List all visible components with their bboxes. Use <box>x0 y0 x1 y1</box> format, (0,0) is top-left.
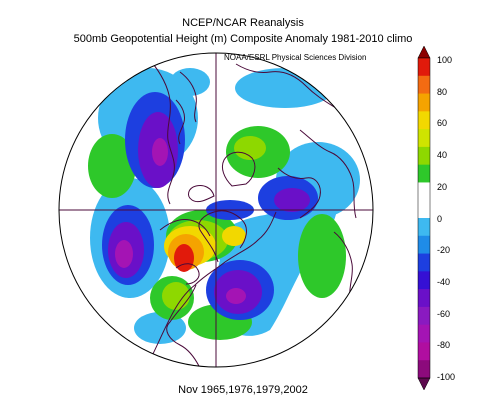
colorbar-outline <box>417 57 431 379</box>
anomaly-contour <box>298 214 346 298</box>
colorbar-label: -100 <box>437 372 456 382</box>
colorbar-label: 20 <box>437 181 448 192</box>
colorbar-label: -60 <box>437 308 451 319</box>
colorbar-swatch <box>418 164 430 183</box>
anomaly-contour <box>115 240 133 268</box>
coastline <box>175 263 200 285</box>
anomaly-contour <box>152 138 168 166</box>
coastline <box>166 284 201 367</box>
anomaly-contour <box>234 136 266 160</box>
coastline <box>188 185 215 203</box>
coastline <box>333 231 353 301</box>
coastline <box>299 129 357 219</box>
chart-subtitle: 500mb Geopotential Height (m) Composite … <box>73 33 413 45</box>
colorbar-label: -20 <box>437 245 451 256</box>
colorbar-swatch <box>418 342 430 361</box>
coastline <box>277 167 321 219</box>
colorbar-swatch <box>418 271 430 290</box>
coastline <box>198 210 247 263</box>
colorbar-label: 40 <box>437 150 448 161</box>
coastline <box>159 219 211 237</box>
coastline <box>175 99 185 145</box>
colorbar-label: 100 <box>437 55 453 65</box>
colorbar-arrow-top <box>417 45 431 59</box>
map-boundary <box>58 52 374 368</box>
composite-dates: Nov 1965,1976,1979,2002 <box>178 384 308 396</box>
colorbar-swatch <box>418 235 430 255</box>
colorbar-swatch <box>418 146 430 166</box>
colorbar-label: 0 <box>437 213 443 224</box>
anomaly-contour <box>88 134 136 198</box>
colorbar-label: -40 <box>437 276 451 287</box>
colorbar-swatch <box>418 111 430 130</box>
colorbar-label: -80 <box>437 340 451 351</box>
anomaly-contour <box>226 288 246 304</box>
colorbar-swatch <box>418 93 430 112</box>
colorbar-swatch <box>418 129 430 148</box>
colorbar-label: 60 <box>437 118 448 129</box>
colorbar-swatch <box>418 253 430 272</box>
anomaly-contour <box>162 282 190 310</box>
credit-label: NOAA/ESRL Physical Sciences Division <box>224 53 367 62</box>
anomaly-contour <box>274 188 310 212</box>
coastlines <box>149 59 357 367</box>
coastline <box>179 71 197 123</box>
colorbar-swatch <box>418 182 430 201</box>
anomaly-contour <box>174 244 194 272</box>
anomaly-contour <box>222 226 246 246</box>
colorbar-swatch <box>418 58 430 77</box>
colorbar-swatch <box>418 289 430 308</box>
colorbar-swatch <box>418 360 430 379</box>
coastline <box>235 63 343 113</box>
coastline <box>149 211 277 361</box>
colorbar-swatch <box>418 200 430 219</box>
colorbar-swatch <box>418 218 430 237</box>
colorbar-label: 80 <box>437 86 448 97</box>
coastline <box>149 59 175 205</box>
colorbar-swatch <box>418 75 430 95</box>
anomaly-contour <box>134 312 186 344</box>
coastline <box>221 151 256 187</box>
anomaly-field <box>88 68 360 344</box>
colorbar-swatch <box>418 306 430 326</box>
colorbar-swatch <box>418 324 430 343</box>
chart-title: NCEP/NCAR Reanalysis <box>182 17 304 29</box>
